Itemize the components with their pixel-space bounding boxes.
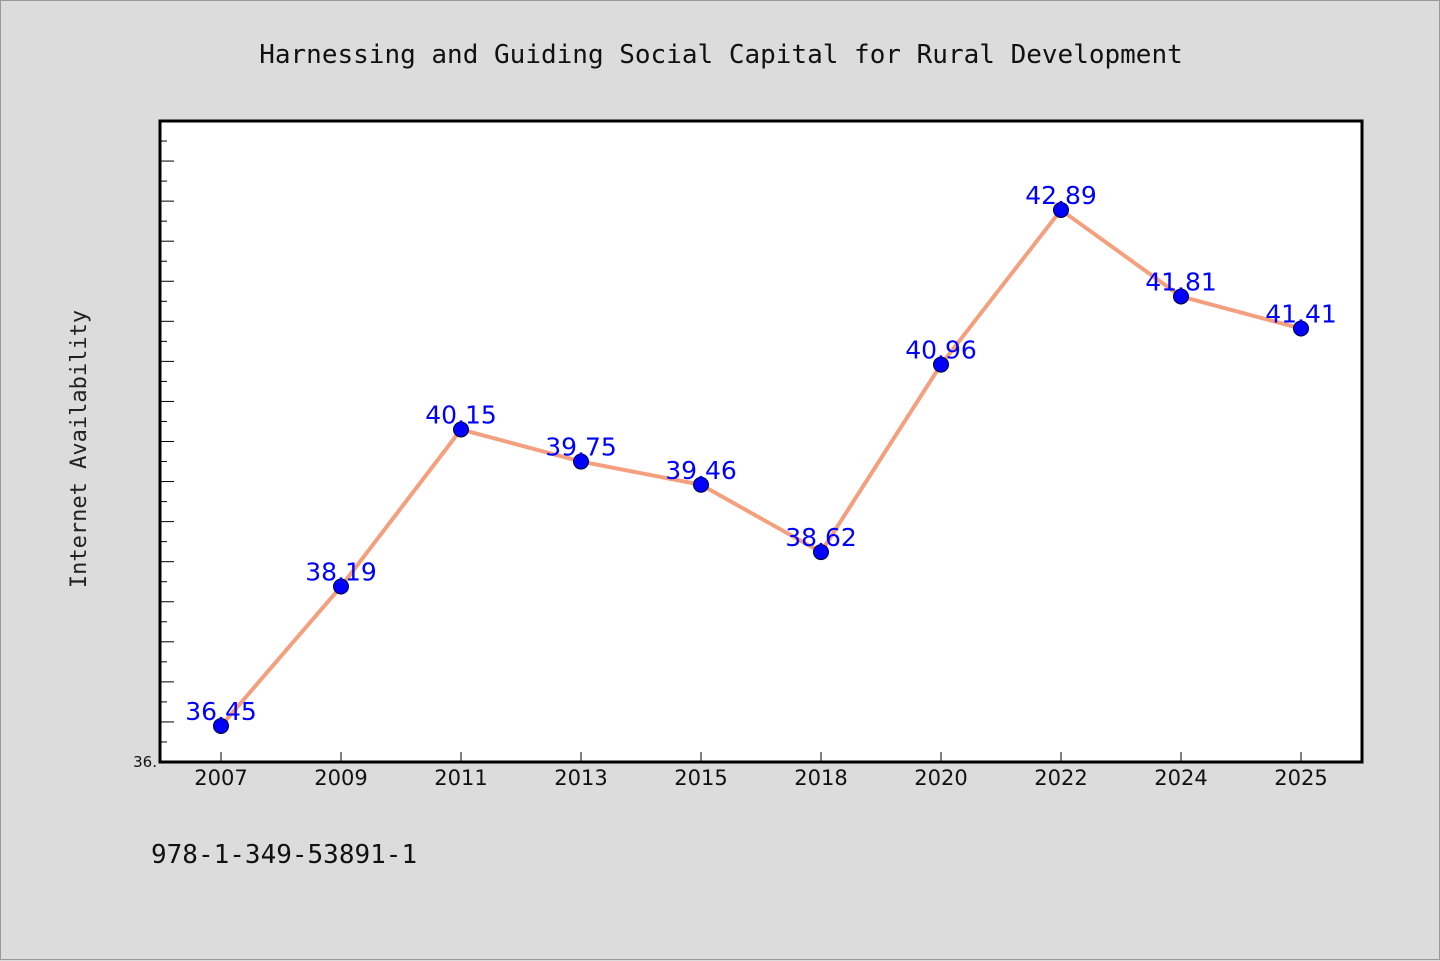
data-point-marker: [1173, 288, 1189, 305]
y-axis-ticks: 36.: [133, 120, 174, 771]
data-point-label: 41.81: [1145, 267, 1217, 296]
data-labels: 36.45 38.19 40.15 39.75 39.46 38.62 40.96 42.89…: [185, 181, 1337, 726]
y-tick-label: 36.: [133, 753, 157, 771]
data-point-marker: [1053, 201, 1069, 218]
x-tick-label: 2020: [914, 766, 967, 790]
data-markers: [213, 201, 1309, 734]
y-axis-label: Internet Availability: [67, 310, 92, 588]
data-point-label: 41.41: [1265, 300, 1337, 329]
x-tick-label: 2015: [674, 766, 727, 790]
data-point-label: 39.46: [665, 456, 737, 485]
series-line-group: [219, 207, 1303, 728]
data-point-marker: [573, 453, 589, 470]
chart-title: Harnessing and Guiding Social Capital fo…: [259, 40, 1183, 70]
data-point-label: 39.75: [545, 433, 617, 462]
x-tick-label: 2011: [434, 766, 487, 790]
series-line: [219, 207, 1303, 728]
x-tick-label: 2018: [794, 766, 847, 790]
data-point-marker: [813, 544, 829, 561]
x-tick-label: 2025: [1274, 766, 1327, 790]
data-point-marker: [693, 476, 709, 493]
data-point-marker: [1293, 320, 1309, 337]
x-tick-label: 2013: [554, 766, 607, 790]
x-tick-label: 2022: [1034, 766, 1087, 790]
data-point-marker: [933, 356, 949, 373]
x-tick-label: 2009: [314, 766, 367, 790]
data-point-marker: [333, 578, 349, 595]
x-axis-ticks: 2007 2009 2011 2013 2015 2018 2020 2022 2024 2025: [194, 752, 1328, 790]
data-point-label: 42.89: [1025, 181, 1097, 210]
data-point-label: 38.62: [785, 523, 857, 552]
data-point-label: 36.45: [185, 697, 257, 726]
x-tick-label: 2007: [194, 766, 247, 790]
data-point-label: 38.19: [305, 558, 377, 587]
data-point-marker: [453, 421, 469, 438]
data-point-marker: [213, 717, 229, 734]
data-point-label: 40.96: [905, 336, 977, 365]
plot-area: [158, 119, 1364, 764]
x-tick-label: 2024: [1154, 766, 1207, 790]
data-point-label: 40.15: [425, 400, 497, 429]
footnote-isbn: 978-1-349-53891-1: [151, 840, 417, 870]
